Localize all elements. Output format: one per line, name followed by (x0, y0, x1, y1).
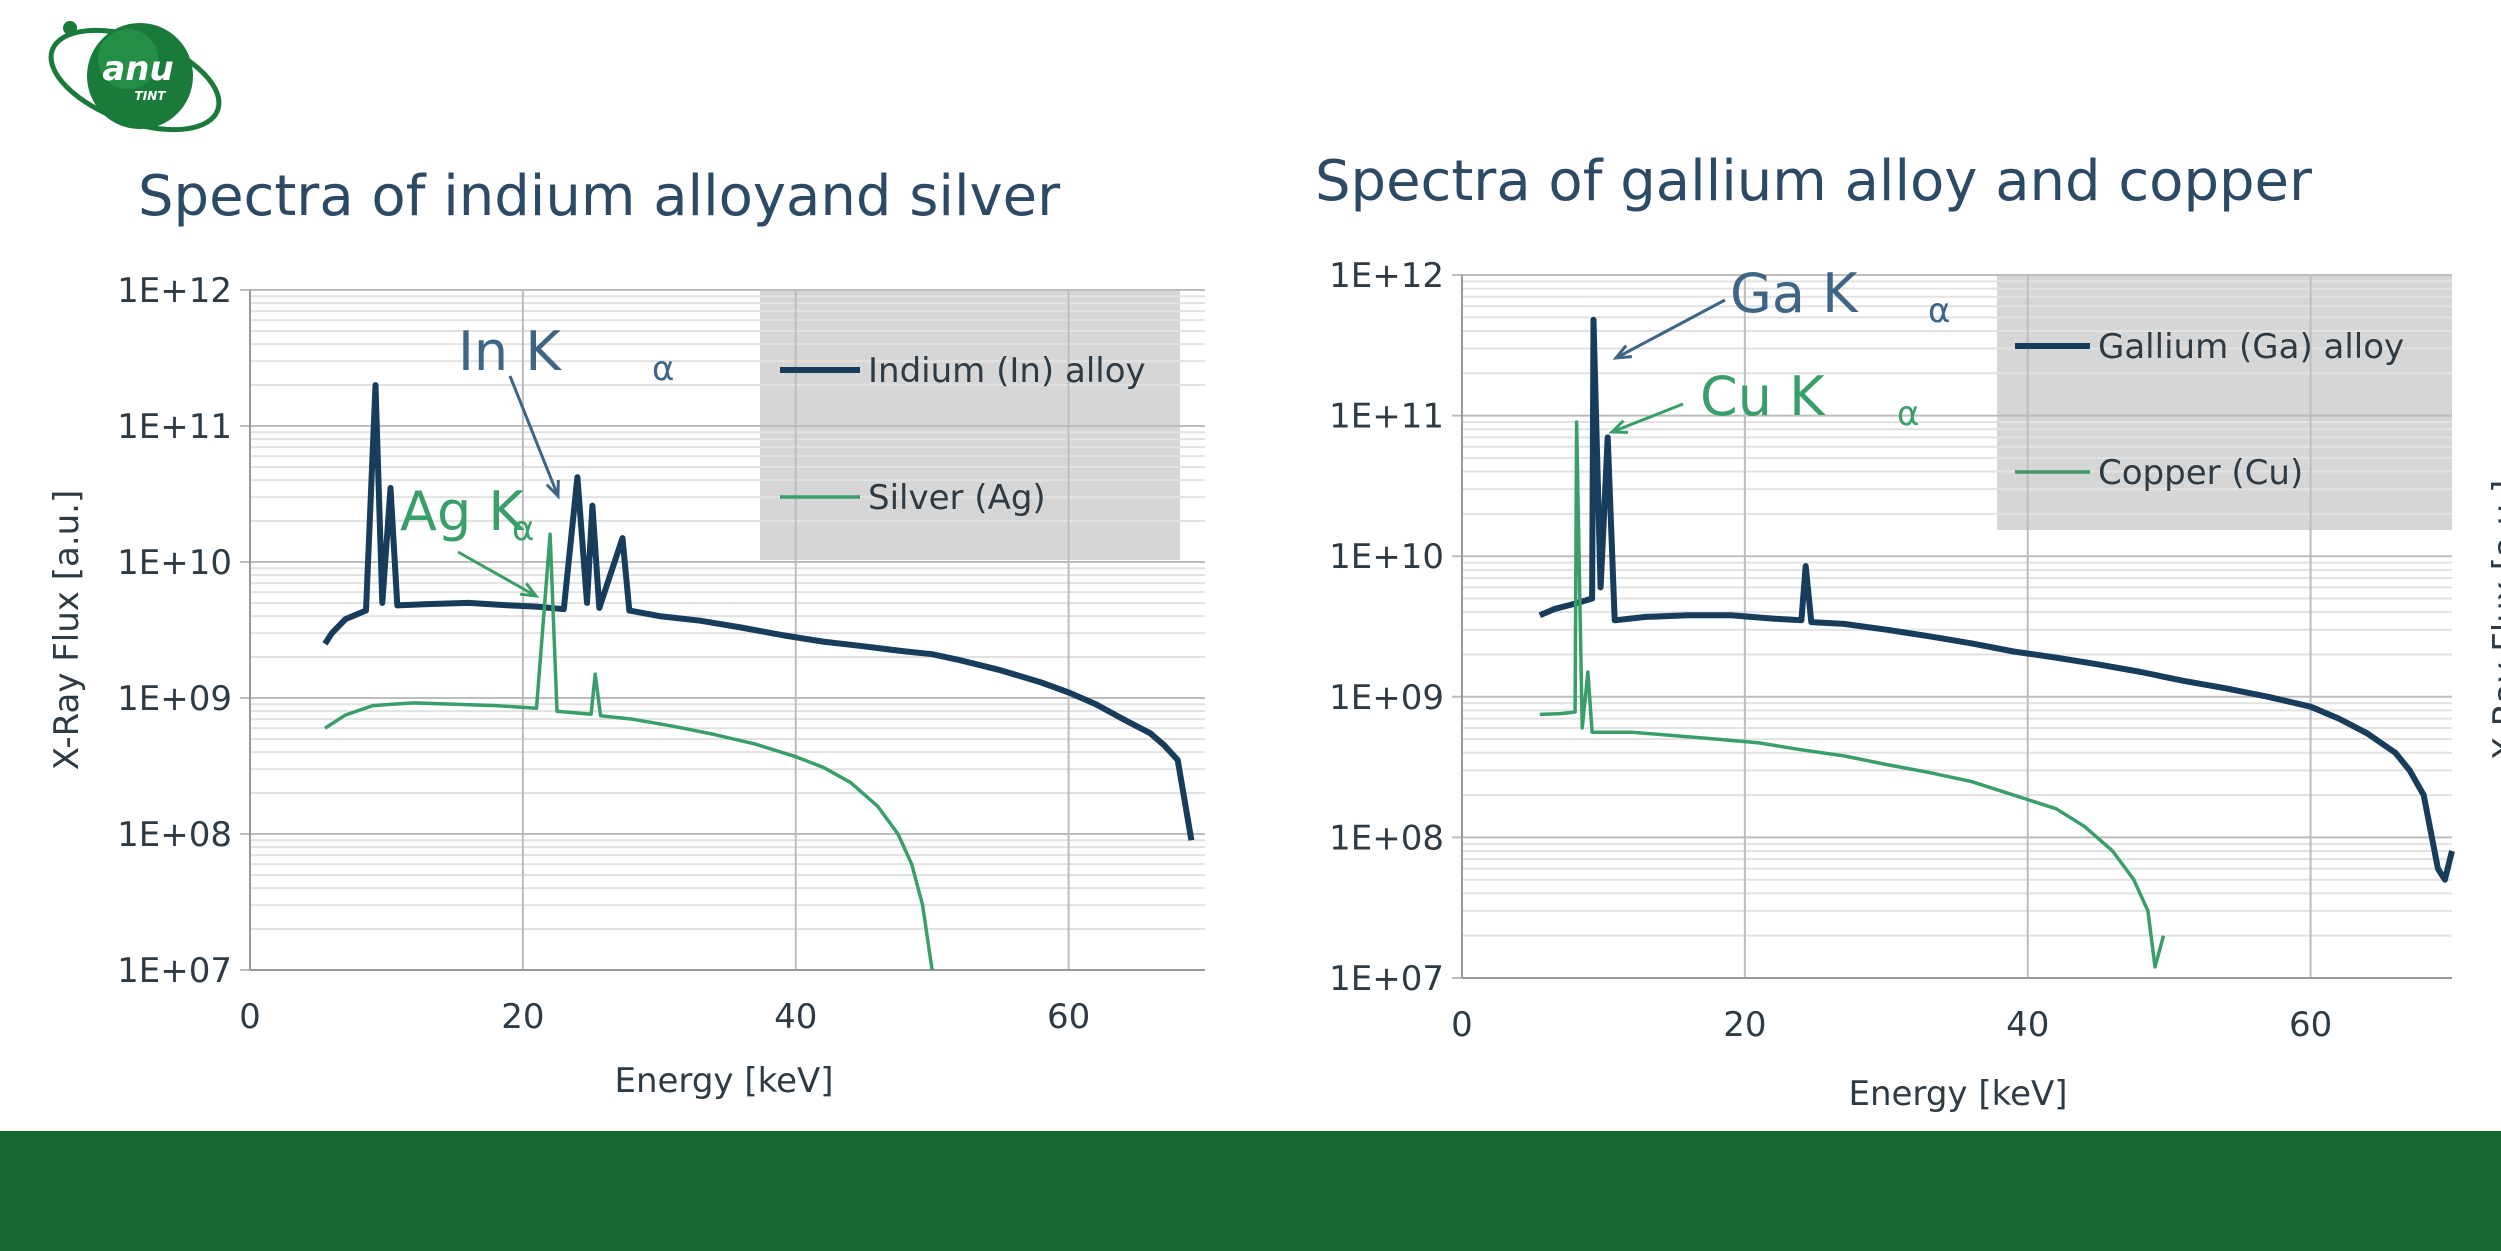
y-tick-label: 1E+07 (1329, 959, 1444, 999)
x-axis-label: Energy [keV] (614, 1061, 833, 1101)
x-tick-label: 20 (1723, 1005, 1766, 1045)
y-axis-label: X-Ray Flux [a.u.] (47, 490, 87, 771)
annotation-arrow (1615, 298, 1726, 360)
footer-bar (0, 1131, 2501, 1251)
y-tick-label: 1E+08 (117, 815, 232, 855)
series-line-alloy (322, 382, 1195, 841)
legend-label: Gallium (Ga) alloy (2098, 327, 2404, 367)
peak-annotation: Ga K (1730, 262, 1859, 325)
annotation-arrow (1611, 402, 1684, 434)
peak-annotation-subscript: α (1897, 394, 1919, 434)
annotation-arrowhead (519, 582, 540, 598)
y-tick-label: 1E+09 (117, 679, 232, 719)
annotation-arrow (457, 550, 537, 598)
x-tick-label: 60 (1047, 997, 1090, 1037)
x-tick-label: 40 (2006, 1005, 2049, 1045)
annotation-arrow (508, 375, 560, 497)
y-tick-label: 1E+10 (1329, 537, 1444, 577)
series-line-alloy (1538, 316, 2455, 883)
logo-subtext: TINT (135, 89, 167, 103)
peak-annotation: Ag K (400, 480, 525, 543)
peak-annotation: In K (458, 320, 562, 383)
y-tick-label: 1E+11 (1329, 397, 1444, 437)
logo-dot (63, 21, 77, 35)
y-tick-label: 1E+07 (117, 951, 232, 991)
plot-area (1452, 274, 2455, 979)
annotation-arrowhead (1608, 419, 1629, 434)
y-tick-label: 1E+12 (117, 271, 232, 311)
legend-label: Indium (In) alloy (868, 351, 1146, 391)
series-line-reference (1539, 420, 2166, 969)
peak-annotation-subscript: α (1928, 291, 1950, 331)
x-tick-label: 40 (774, 997, 817, 1037)
x-tick-label: 0 (239, 997, 261, 1037)
chart-title: Spectra of gallium alloy and copper (1315, 149, 2313, 214)
chart-indium-silver: Spectra of indium alloyand silver 1E+07 1… (47, 164, 1205, 1101)
y-tick-label: 1E+09 (1329, 678, 1444, 718)
y-tick-label: 1E+10 (117, 543, 232, 583)
annotation-arrowhead (545, 479, 560, 500)
plot-area (240, 289, 1205, 971)
x-tick-label: 20 (501, 997, 544, 1037)
x-axis-label: Energy [keV] (1848, 1074, 2067, 1114)
y-tick-label: 1E+12 (1329, 256, 1444, 296)
logo-globe-shine (98, 29, 158, 89)
y-tick-label: 1E+11 (117, 407, 232, 447)
x-tick-label: 60 (2289, 1005, 2332, 1045)
peak-annotation-subscript: α (652, 349, 674, 389)
peak-annotation-subscript: α (512, 509, 534, 549)
legend-label: Copper (Cu) (2098, 453, 2303, 493)
logo-text: anu (102, 49, 173, 89)
x-tick-label: 0 (1451, 1005, 1473, 1045)
peak-annotation: Cu K (1700, 365, 1826, 428)
chart-gallium-copper: Spectra of gallium alloy and copper 1E+0… (1315, 149, 2501, 1114)
anu-tint-logo: anu TINT (48, 21, 222, 133)
annotation-arrowhead (1612, 344, 1633, 360)
y-axis-label: X-Ray Flux [a.u.] (2486, 480, 2501, 761)
legend-label: Silver (Ag) (868, 478, 1046, 518)
chart-title: Spectra of indium alloyand silver (138, 164, 1061, 229)
series-line-reference (324, 532, 934, 971)
y-tick-label: 1E+08 (1329, 818, 1444, 858)
